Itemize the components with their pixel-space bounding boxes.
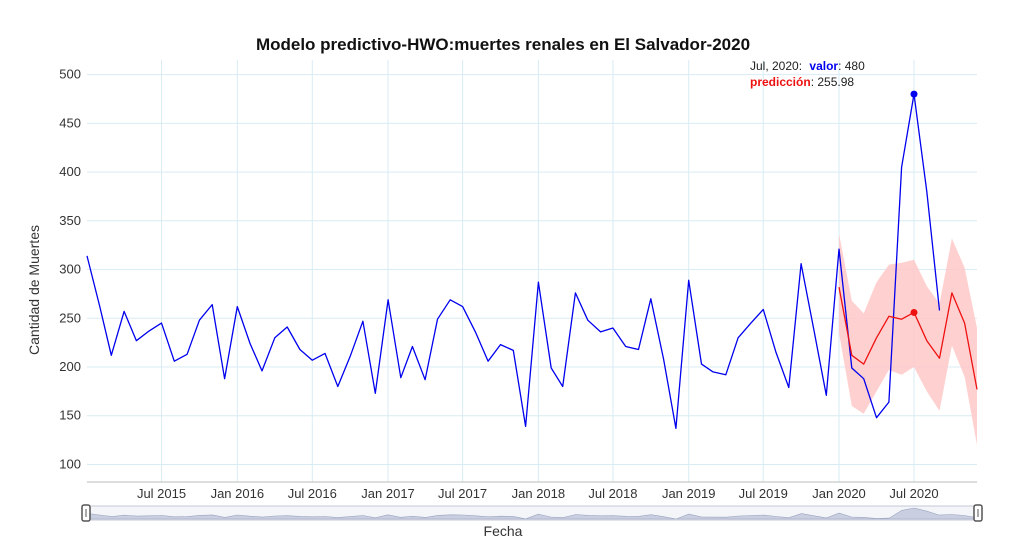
y-tick-label: 300	[59, 262, 81, 277]
legend-pred-colon: :	[811, 75, 818, 89]
x-axis-label: Fecha	[484, 523, 523, 539]
x-tick-label: Jul 2020	[889, 486, 938, 501]
legend-valor-label: valor	[809, 59, 838, 73]
y-tick-label: 100	[59, 456, 81, 471]
x-tick-label: Jan 2018	[512, 486, 566, 501]
highlight-markers	[910, 90, 918, 316]
prediction-band-area	[839, 233, 977, 445]
prediction-interval-band	[839, 233, 977, 445]
x-tick-label: Jan 2020	[812, 486, 866, 501]
x-axis-ticks: Jul 2015 Jan 2016 Jul 2016 Jan 2017 Jul 2017…	[137, 486, 939, 501]
grid-lines	[87, 60, 977, 483]
y-tick-label: 200	[59, 359, 81, 374]
marker-prediccion	[910, 308, 918, 316]
marker-valor	[910, 90, 918, 98]
x-tick-label: Jan 2016	[211, 486, 265, 501]
y-axis-ticks: 100 150 200 250 300 350 400 450 500	[59, 67, 81, 472]
y-tick-label: 350	[59, 213, 81, 228]
chart-title: Modelo predictivo-HWO:muertes renales en…	[256, 35, 750, 54]
x-tick-label: Jan 2017	[361, 486, 415, 501]
range-selector-minimap	[86, 507, 978, 520]
legend-valor-value: 480	[845, 59, 865, 73]
y-tick-label: 500	[59, 67, 81, 82]
legend-line-valor: Jul, 2020: valor: 480	[750, 59, 865, 73]
y-tick-label: 150	[59, 408, 81, 423]
series-lines	[86, 93, 978, 430]
range-selector[interactable]	[81, 504, 983, 522]
y-tick-label: 450	[59, 115, 81, 130]
x-tick-label: Jan 2019	[662, 486, 716, 501]
legend-date: Jul, 2020:	[750, 59, 802, 73]
y-tick-label: 250	[59, 310, 81, 325]
x-tick-label: Jul 2018	[588, 486, 637, 501]
y-axis-label: Cantidad de Muertes	[26, 225, 42, 355]
x-tick-label: Jul 2016	[288, 486, 337, 501]
legend-valor-colon: :	[838, 59, 845, 73]
series-line-valor	[86, 93, 941, 430]
legend-line-prediccion: predicción: 255.98	[750, 75, 854, 89]
x-tick-label: Jul 2017	[438, 486, 487, 501]
hover-legend: Jul, 2020: valor: 480 predicción: 255.98	[750, 59, 865, 89]
legend-pred-label: predicción	[750, 75, 811, 89]
series-line-prediccion	[838, 286, 978, 390]
legend-pred-value: 255.98	[817, 75, 854, 89]
x-tick-label: Jul 2015	[137, 486, 186, 501]
y-tick-label: 400	[59, 164, 81, 179]
x-tick-label: Jul 2019	[739, 486, 788, 501]
